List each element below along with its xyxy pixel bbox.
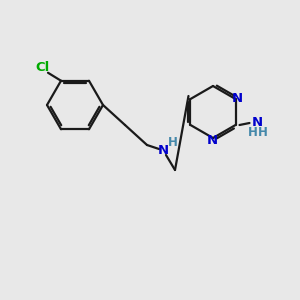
Text: N: N	[206, 134, 218, 146]
Text: N: N	[158, 143, 169, 157]
Text: H: H	[248, 127, 257, 140]
Text: Cl: Cl	[35, 61, 49, 74]
Text: N: N	[232, 92, 243, 106]
Text: H: H	[258, 127, 268, 140]
Text: H: H	[168, 136, 178, 149]
Text: N: N	[252, 116, 263, 130]
